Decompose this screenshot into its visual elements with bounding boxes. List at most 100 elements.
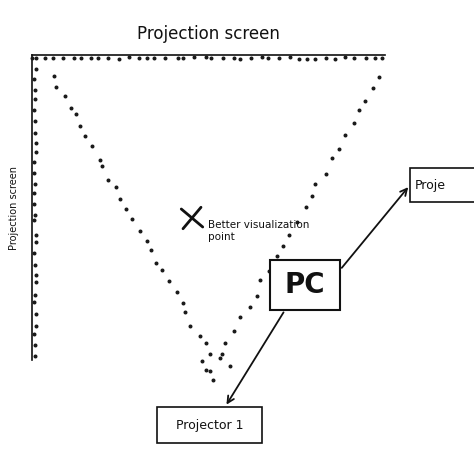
Point: [166, 277, 173, 285]
Point: [180, 299, 187, 306]
Point: [32, 180, 39, 188]
Point: [31, 200, 38, 208]
Point: [30, 298, 38, 306]
Point: [151, 54, 158, 62]
Point: [32, 65, 39, 73]
Point: [217, 355, 224, 362]
Text: Projection screen: Projection screen: [9, 165, 19, 249]
FancyBboxPatch shape: [410, 168, 474, 202]
Point: [116, 195, 124, 202]
Point: [60, 54, 67, 62]
Text: PC: PC: [285, 271, 325, 299]
Point: [369, 84, 376, 91]
FancyBboxPatch shape: [270, 260, 340, 310]
Point: [202, 339, 210, 346]
Point: [293, 218, 301, 226]
Point: [31, 261, 39, 269]
Point: [31, 95, 39, 103]
Point: [362, 54, 370, 62]
Point: [32, 310, 39, 318]
Point: [246, 303, 254, 310]
Point: [161, 55, 169, 62]
Point: [259, 53, 266, 61]
Point: [143, 237, 150, 245]
Point: [206, 367, 213, 375]
Point: [97, 156, 104, 164]
Point: [174, 54, 182, 62]
Text: Projector 1: Projector 1: [176, 419, 244, 431]
Point: [198, 357, 206, 365]
Point: [207, 55, 215, 62]
Point: [30, 158, 38, 165]
Point: [104, 176, 112, 183]
Point: [61, 92, 68, 100]
Point: [275, 55, 283, 62]
Point: [32, 322, 40, 330]
Point: [31, 330, 38, 338]
Text: Better visualization
point: Better visualization point: [208, 220, 310, 242]
Point: [128, 215, 136, 222]
Point: [32, 148, 40, 155]
Point: [221, 340, 228, 347]
Point: [28, 55, 36, 62]
Point: [312, 55, 319, 63]
Point: [247, 55, 255, 62]
Point: [158, 266, 166, 274]
Point: [191, 53, 198, 61]
Point: [182, 308, 189, 316]
Point: [219, 54, 227, 62]
Point: [378, 54, 386, 62]
Point: [50, 73, 57, 80]
Point: [32, 278, 40, 286]
Point: [136, 227, 144, 235]
Point: [219, 350, 226, 357]
Point: [53, 83, 60, 91]
Point: [31, 342, 39, 349]
Point: [49, 54, 56, 62]
Point: [88, 142, 96, 149]
Point: [295, 55, 303, 63]
Point: [273, 253, 281, 260]
Point: [31, 170, 38, 177]
Point: [331, 55, 339, 63]
Point: [41, 54, 49, 61]
Point: [31, 291, 38, 299]
Point: [341, 54, 349, 61]
Point: [152, 259, 159, 267]
Point: [322, 171, 329, 178]
Point: [285, 231, 292, 238]
Point: [99, 162, 106, 170]
Point: [302, 203, 310, 211]
Point: [280, 242, 287, 250]
Point: [311, 181, 319, 188]
Point: [286, 54, 294, 61]
Point: [30, 249, 38, 257]
Point: [30, 217, 38, 224]
Point: [264, 54, 272, 62]
Point: [72, 110, 80, 118]
Point: [32, 352, 39, 360]
Point: [180, 54, 187, 62]
Point: [335, 145, 343, 152]
Point: [266, 267, 273, 275]
Point: [112, 183, 119, 191]
Point: [371, 55, 379, 62]
Point: [237, 314, 244, 321]
Point: [350, 54, 358, 62]
Point: [30, 107, 38, 114]
Point: [31, 211, 39, 219]
Point: [341, 131, 348, 138]
Point: [136, 55, 143, 62]
Point: [30, 189, 38, 197]
Point: [308, 192, 316, 200]
Point: [206, 351, 214, 358]
Point: [256, 276, 264, 284]
Point: [31, 86, 39, 93]
Point: [226, 362, 234, 370]
Point: [31, 129, 39, 137]
Point: [67, 104, 75, 112]
Point: [123, 206, 130, 213]
Point: [70, 55, 78, 62]
Point: [328, 155, 336, 162]
Point: [303, 55, 311, 63]
